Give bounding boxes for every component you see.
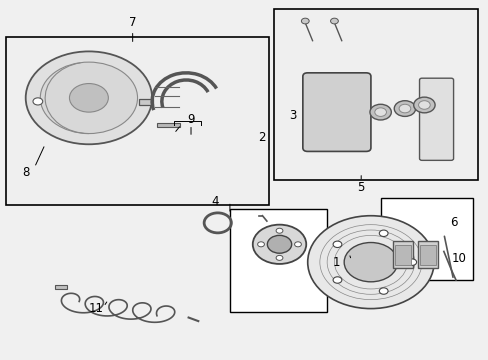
Circle shape (294, 242, 301, 247)
Text: 10: 10 (451, 252, 466, 265)
Circle shape (393, 101, 415, 116)
Text: 1: 1 (332, 256, 340, 269)
Circle shape (332, 277, 341, 283)
Bar (380, 198, 472, 280)
Circle shape (418, 101, 429, 109)
Circle shape (369, 104, 390, 120)
Circle shape (33, 98, 42, 105)
Circle shape (69, 84, 108, 112)
Bar (394, 246, 410, 265)
Bar (273, 9, 477, 180)
Circle shape (379, 230, 387, 237)
Text: 7: 7 (129, 16, 136, 29)
Circle shape (40, 62, 137, 134)
FancyBboxPatch shape (419, 78, 453, 160)
Circle shape (257, 242, 264, 247)
FancyBboxPatch shape (302, 73, 370, 152)
Bar (139, 99, 152, 105)
Circle shape (307, 216, 433, 309)
Bar (55, 285, 67, 289)
Circle shape (332, 241, 341, 248)
Bar (6, 37, 268, 205)
Bar (392, 241, 412, 267)
Text: 8: 8 (22, 166, 29, 179)
Circle shape (344, 243, 397, 282)
Circle shape (301, 18, 308, 24)
Circle shape (398, 104, 410, 113)
Circle shape (267, 235, 291, 253)
Bar (419, 246, 435, 265)
Text: 6: 6 (449, 216, 456, 229)
Bar (229, 208, 326, 312)
Circle shape (26, 51, 152, 144)
Circle shape (276, 255, 283, 260)
Circle shape (379, 288, 387, 294)
Text: 5: 5 (357, 181, 364, 194)
Circle shape (407, 259, 416, 265)
Text: 9: 9 (187, 113, 194, 126)
Bar (417, 241, 437, 267)
Bar (157, 123, 180, 127)
Text: 11: 11 (88, 302, 103, 315)
Circle shape (330, 18, 338, 24)
Circle shape (374, 108, 386, 116)
Circle shape (413, 97, 434, 113)
Text: 3: 3 (289, 109, 296, 122)
Circle shape (276, 228, 283, 233)
Text: 4: 4 (211, 195, 219, 208)
Text: 2: 2 (257, 131, 264, 144)
Circle shape (252, 225, 305, 264)
